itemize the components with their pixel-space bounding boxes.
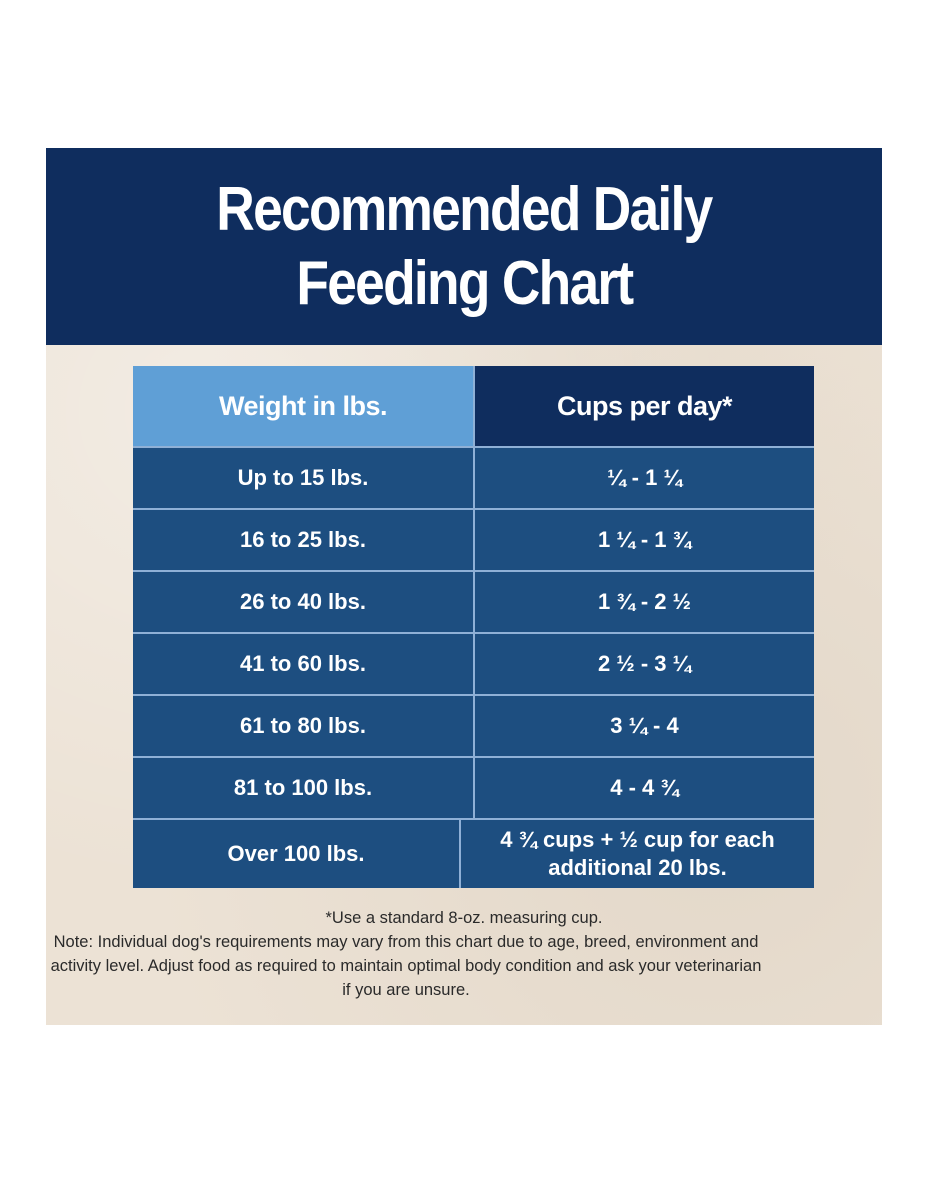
table-header-row: Weight in lbs. Cups per day* [133, 366, 814, 448]
footnotes: *Use a standard 8-oz. measuring cup. Not… [46, 906, 882, 1002]
table-row: Over 100 lbs. 4 ¾ cups + ½ cup for each … [133, 820, 814, 888]
chart-title-line-1: Recommended Daily [216, 174, 713, 244]
column-header-cups: Cups per day* [475, 366, 814, 446]
weight-cell: 16 to 25 lbs. [133, 510, 475, 570]
weight-cell: 41 to 60 lbs. [133, 634, 475, 694]
measuring-cup-note: *Use a standard 8-oz. measuring cup. [325, 909, 603, 927]
table-row: 16 to 25 lbs. 1 ¼ - 1 ¾ [133, 510, 814, 572]
cups-cell: 4 ¾ cups + ½ cup for each additional 20 … [500, 827, 775, 880]
column-header-weight: Weight in lbs. [133, 366, 475, 446]
weight-cell: Up to 15 lbs. [133, 448, 475, 508]
cups-cell: 1 ¼ - 1 ¾ [598, 527, 691, 552]
chart-title-line-2: Feeding Chart [295, 248, 634, 318]
table-row: 61 to 80 lbs. 3 ¼ - 4 [133, 696, 814, 758]
cups-cell: 3 ¼ - 4 [610, 713, 679, 738]
table-row: 81 to 100 lbs. 4 - 4 ¾ [133, 758, 814, 820]
cups-cell: 1 ¾ - 2 ½ [598, 589, 691, 614]
weight-cell: Over 100 lbs. [133, 820, 461, 888]
table-row: 41 to 60 lbs. 2 ½ - 3 ¼ [133, 634, 814, 696]
table-row: 26 to 40 lbs. 1 ¾ - 2 ½ [133, 572, 814, 634]
cups-cell: 2 ½ - 3 ¼ [598, 651, 691, 676]
requirements-note: Note: Individual dog's requirements may … [50, 933, 762, 999]
cups-cell: ¼ - 1 ¼ [607, 465, 682, 490]
weight-cell: 61 to 80 lbs. [133, 696, 475, 756]
feeding-table: Weight in lbs. Cups per day* Up to 15 lb… [133, 366, 814, 888]
table-row: Up to 15 lbs. ¼ - 1 ¼ [133, 448, 814, 510]
cups-cell: 4 - 4 ¾ [610, 775, 679, 800]
weight-cell: 26 to 40 lbs. [133, 572, 475, 632]
feeding-chart-card: Recommended Daily Feeding Chart Weight i… [46, 148, 882, 1025]
chart-header: Recommended Daily Feeding Chart [46, 148, 882, 345]
weight-cell: 81 to 100 lbs. [133, 758, 475, 818]
